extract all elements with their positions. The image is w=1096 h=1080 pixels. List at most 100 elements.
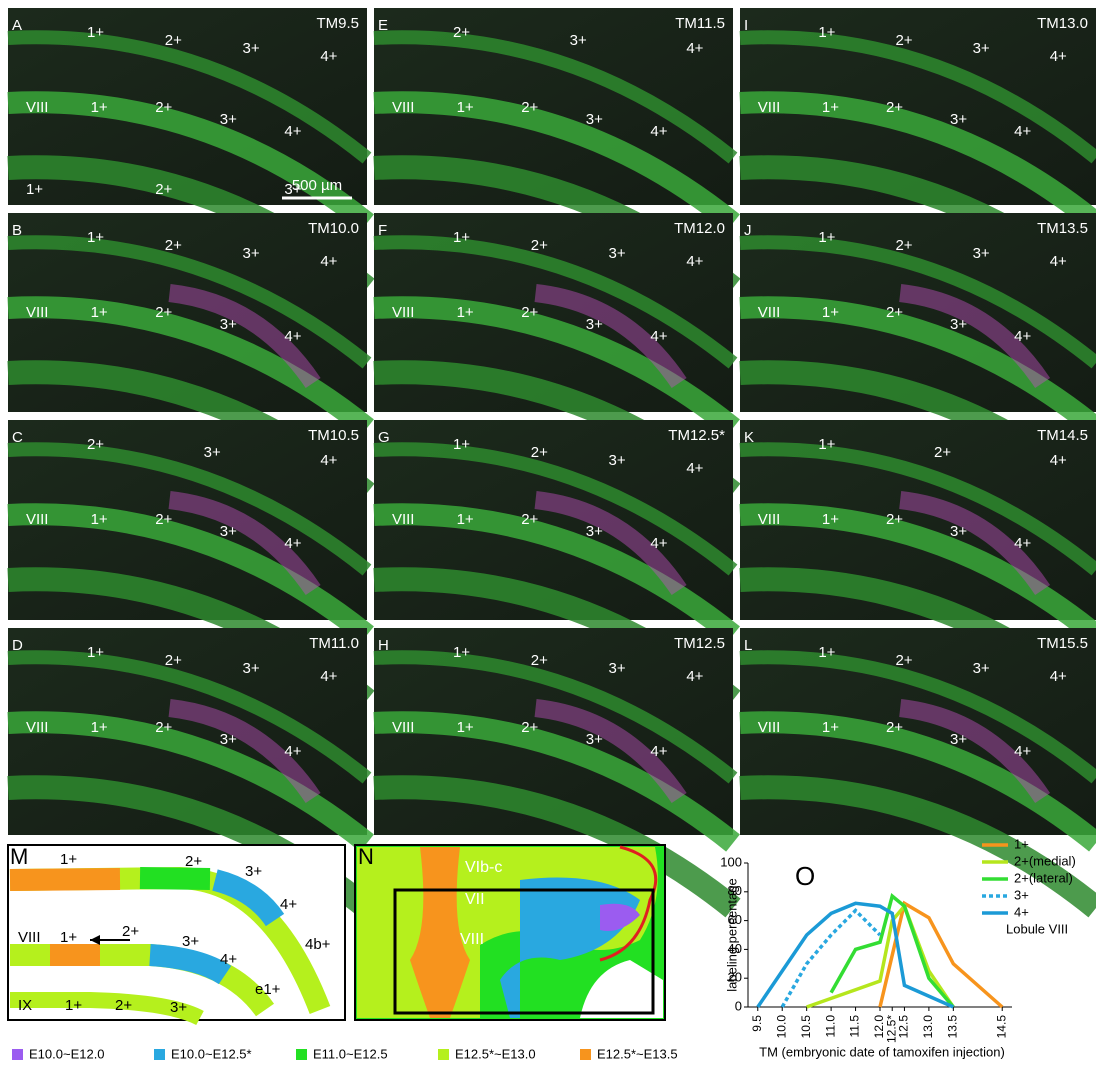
zone-label: 3+	[204, 444, 221, 461]
diagram-label: 4+	[280, 896, 297, 913]
zone-label: 1+	[818, 436, 835, 453]
zone-label: 2+	[521, 99, 538, 116]
panel-n: NVIb-cVIIVIII	[355, 844, 665, 1020]
zone-label: 2+	[886, 99, 903, 116]
zone-label: 2+	[531, 444, 548, 461]
zone-label: 2+	[155, 719, 172, 736]
zone-label: 2+	[155, 181, 172, 198]
diagram-label: 1+	[60, 929, 77, 946]
figure: ATM9.51+2+3+4+VIII1+2+3+4+1+2+3+500 µmBT…	[0, 0, 1096, 1075]
panel-letter: C	[12, 429, 23, 446]
zone-label: 4+	[650, 123, 667, 140]
zone-label: 1+	[91, 719, 108, 736]
x-tick-label: 11.5	[848, 1015, 862, 1038]
zone-label: 4+	[1050, 668, 1067, 685]
panel-tm: TM9.5	[316, 15, 359, 32]
panel-letter: L	[744, 637, 752, 654]
panel-letter: N	[358, 844, 374, 869]
zone-label: 3+	[570, 32, 587, 49]
legend-label: 2+(medial)	[1014, 853, 1076, 868]
zone-label: 4+	[686, 253, 703, 270]
zone-label: VIII	[758, 719, 781, 736]
zone-label: 4+	[284, 743, 301, 760]
zone-label: 3+	[243, 245, 260, 262]
zone-label: 4+	[1014, 328, 1031, 345]
y-tick-label: 0	[735, 998, 742, 1013]
zone-label: 2+	[165, 32, 182, 49]
zone-label: 1+	[818, 229, 835, 246]
zone-label: 2+	[521, 304, 538, 321]
panel-tm: TM12.0	[674, 220, 725, 237]
zone-label: 1+	[818, 24, 835, 41]
page: ATM9.51+2+3+4+VIII1+2+3+4+1+2+3+500 µmBT…	[0, 0, 1096, 1080]
zone-label: 1+	[457, 719, 474, 736]
zone-label: 2+	[521, 511, 538, 528]
zone-label: 4+	[686, 668, 703, 685]
legend-label: 1+	[1014, 836, 1029, 851]
diagram-label: 2+	[185, 853, 202, 870]
zone-label: 4+	[1050, 253, 1067, 270]
zone-label: 3+	[243, 660, 260, 677]
panel-letter: J	[744, 222, 752, 239]
zone-label: 4+	[1050, 452, 1067, 469]
zone-label: 3+	[243, 40, 260, 57]
band	[140, 878, 210, 879]
zone-label: VIII	[758, 99, 781, 116]
zone-label: 2+	[886, 511, 903, 528]
legend-label: E10.0~E12.5*	[171, 1046, 252, 1061]
diagram-label: e1+	[255, 981, 281, 998]
zone-label: VIII	[26, 511, 49, 528]
zone-label: 2+	[155, 304, 172, 321]
panel-tm: TM11.0	[309, 635, 359, 652]
legend-swatch	[438, 1049, 449, 1060]
zone-label: 4+	[284, 328, 301, 345]
x-tick-label: 9.5	[750, 1015, 764, 1032]
panel-tm: TM11.5	[675, 15, 725, 32]
zone-label: 4+	[650, 328, 667, 345]
band	[10, 879, 120, 880]
panel-letter: G	[378, 429, 390, 446]
zone-label: 4+	[1014, 123, 1031, 140]
diagram-label: 3+	[182, 933, 199, 950]
zone-label: 3+	[586, 111, 603, 128]
panel-letter: O	[795, 861, 815, 891]
panel-letter: M	[10, 844, 28, 869]
x-tick-label: 10.5	[799, 1015, 813, 1039]
panel-letter: K	[744, 429, 754, 446]
zone-label: 4+	[650, 743, 667, 760]
zone-label: 1+	[87, 24, 104, 41]
diagram-label: 1+	[65, 997, 82, 1014]
zone-label: 1+	[87, 229, 104, 246]
zone-label: 3+	[609, 452, 626, 469]
zone-label: 1+	[91, 304, 108, 321]
zone-label: 2+	[895, 32, 912, 49]
zone-label: VIII	[392, 719, 415, 736]
zone-label: VIII	[392, 304, 415, 321]
panel-letter: E	[378, 17, 388, 34]
zone-label: 2+	[155, 99, 172, 116]
zone-label: 2+	[934, 444, 951, 461]
zone-label: 3+	[950, 523, 967, 540]
x-tick-label: 14.5	[994, 1015, 1008, 1039]
zone-label: 1+	[453, 229, 470, 246]
zone-label: 4+	[320, 253, 337, 270]
diagram-label: VII	[465, 891, 485, 908]
zone-label: 1+	[91, 99, 108, 116]
zone-label: VIII	[758, 511, 781, 528]
zone-label: 3+	[586, 316, 603, 333]
x-tick-label: 13.5	[946, 1015, 960, 1039]
panel-letter: A	[12, 17, 22, 34]
zone-label: 2+	[895, 652, 912, 669]
panel-tm: TM10.5	[308, 427, 359, 444]
diagram-label: 4b+	[305, 936, 331, 953]
zone-label: 4+	[320, 668, 337, 685]
scale-bar-label: 500 µm	[292, 177, 342, 194]
zone-label: 2+	[165, 237, 182, 254]
zone-label: 1+	[91, 511, 108, 528]
zone-label: 4+	[320, 48, 337, 65]
x-tick-label: 10.0	[774, 1015, 788, 1039]
x-tick-label: 11.0	[823, 1015, 837, 1038]
panel-tm: TM15.5	[1037, 635, 1088, 652]
diagram-label: 2+	[115, 997, 132, 1014]
zone-label: VIII	[26, 304, 49, 321]
